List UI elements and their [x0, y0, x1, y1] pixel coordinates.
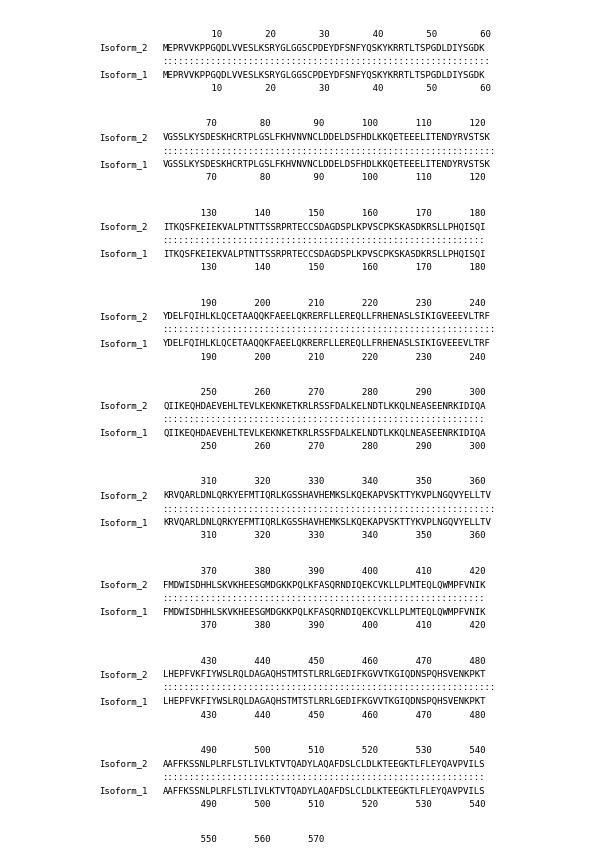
Text: FMDWISDHHLSKVKHEESGMDGKKPQLKFASQRNDIQEKCVKLLPLMTEQLQWMPFVNIK: FMDWISDHHLSKVKHEESGMDGKKPQLKFASQRNDIQEKC…: [163, 581, 485, 589]
Text: 70        80        90       100       110       120: 70 80 90 100 110 120: [163, 120, 485, 129]
Text: MEPRVVKPPGQDLVVESLKSRYGLGGSCPDEYDFSNFYQSKYKRRTLTSPGDLDIYSGDK: MEPRVVKPPGQDLVVESLKSRYGLGGSCPDEYDFSNFYQS…: [163, 43, 485, 53]
Text: 490       500       510       520       530       540: 490 500 510 520 530 540: [163, 800, 485, 809]
Text: Isoform_2: Isoform_2: [100, 760, 148, 768]
Text: AAFFKSSNLPLRFLSTLIVLKTVTQADYLAQAFDSLCLDLKTEEGKTLFLEYQAVPVILS: AAFFKSSNLPLRFLSTLIVLKTVTQADYLAQAFDSLCLDL…: [163, 786, 485, 795]
Text: ::::::::::::::::::::::::::::::::::::::::::::::::::::::::::::::: ::::::::::::::::::::::::::::::::::::::::…: [163, 505, 496, 514]
Text: ::::::::::::::::::::::::::::::::::::::::::::::::::::::::::::: ::::::::::::::::::::::::::::::::::::::::…: [163, 415, 485, 424]
Text: MEPRVVKPPGQDLVVESLKSRYGLGGSCPDEYDFSNFYQSKYKRRTLTSPGDLDIYSGDK: MEPRVVKPPGQDLVVESLKSRYGLGGSCPDEYDFSNFYQS…: [163, 70, 485, 80]
Text: 250       260       270       280       290       300: 250 260 270 280 290 300: [163, 442, 485, 451]
Text: 70        80        90       100       110       120: 70 80 90 100 110 120: [163, 174, 485, 182]
Text: LHEPFVKFIYWSLRQLDAGAQHSTMTSTLRRLGEDIFKGVVTKGIQDNSPQHSVENKPKT: LHEPFVKFIYWSLRQLDAGAQHSTMTSTLRRLGEDIFKGV…: [163, 697, 485, 706]
Text: ITKQSFKEIEKVALPTNTTSSRPRTECCSDAGDSPLKPVSCPKSKASDKRSLLPHQISQI: ITKQSFKEIEKVALPTNTTSSRPRTECCSDAGDSPLKPVS…: [163, 249, 485, 259]
Text: QIIKEQHDAEVEHLTEVLKEKNKETKRLRSSFDALKELNDTLKKQLNEASEENRKIDIQA: QIIKEQHDAEVEHLTEVLKEKNKETKRLRSSFDALKELND…: [163, 428, 485, 438]
Text: 10        20        30        40        50        60: 10 20 30 40 50 60: [163, 30, 491, 39]
Text: ::::::::::::::::::::::::::::::::::::::::::::::::::::::::::::: ::::::::::::::::::::::::::::::::::::::::…: [163, 236, 485, 245]
Text: Isoform_2: Isoform_2: [100, 133, 148, 142]
Text: VGSSLKYSDESKHCRTPLGSLFKHVNVNCLDDELDSFHDLKKQETEEELITENDYRVSTSK: VGSSLKYSDESKHCRTPLGSLFKHVNVNCLDDELDSFHDL…: [163, 133, 491, 142]
Text: AAFFKSSNLPLRFLSTLIVLKTVTQADYLAQAFDSLCLDLKTEEGKTLFLEYQAVPVILS: AAFFKSSNLPLRFLSTLIVLKTVTQADYLAQAFDSLCLDL…: [163, 760, 485, 768]
Text: Isoform_2: Isoform_2: [100, 222, 148, 232]
Text: Isoform_1: Isoform_1: [100, 249, 148, 259]
Text: Isoform_2: Isoform_2: [100, 491, 148, 500]
Text: Isoform_2: Isoform_2: [100, 670, 148, 679]
Text: 310       320       330       340       350       360: 310 320 330 340 350 360: [163, 532, 485, 540]
Text: 130       140       150       160       170       180: 130 140 150 160 170 180: [163, 263, 485, 272]
Text: Isoform_1: Isoform_1: [100, 518, 148, 527]
Text: QIIKEQHDAEVEHLTEVLKEKNKETKRLRSSFDALKELNDTLKKQLNEASEENRKIDIQA: QIIKEQHDAEVEHLTEVLKEKNKETKRLRSSFDALKELND…: [163, 401, 485, 410]
Text: 370       380       390       400       410       420: 370 380 390 400 410 420: [163, 621, 485, 630]
Text: 370       380       390       400       410       420: 370 380 390 400 410 420: [163, 567, 485, 576]
Text: 10        20        30        40        50        60: 10 20 30 40 50 60: [163, 84, 491, 93]
Text: Isoform_1: Isoform_1: [100, 339, 148, 348]
Text: Isoform_2: Isoform_2: [100, 401, 148, 410]
Text: Isoform_1: Isoform_1: [100, 160, 148, 169]
Text: Isoform_1: Isoform_1: [100, 697, 148, 706]
Text: ::::::::::::::::::::::::::::::::::::::::::::::::::::::::::::::: ::::::::::::::::::::::::::::::::::::::::…: [163, 326, 496, 334]
Text: 430       440       450       460       470       480: 430 440 450 460 470 480: [163, 711, 485, 719]
Text: Isoform_1: Isoform_1: [100, 786, 148, 795]
Text: 190       200       210       220       230       240: 190 200 210 220 230 240: [163, 298, 485, 308]
Text: 550       560       570: 550 560 570: [163, 835, 324, 845]
Text: FMDWISDHHLSKVKHEESGMDGKKPQLKFASQRNDIQEKCVKLLPLMTEQLQWMPFVNIK: FMDWISDHHLSKVKHEESGMDGKKPQLKFASQRNDIQEKC…: [163, 607, 485, 616]
Text: 490       500       510       520       530       540: 490 500 510 520 530 540: [163, 746, 485, 755]
Text: ::::::::::::::::::::::::::::::::::::::::::::::::::::::::::::::: ::::::::::::::::::::::::::::::::::::::::…: [163, 147, 496, 155]
Text: ITKQSFKEIEKVALPTNTTSSRPRTECCSDAGDSPLKPVSCPKSKASDKRSLLPHQISQI: ITKQSFKEIEKVALPTNTTSSRPRTECCSDAGDSPLKPVS…: [163, 222, 485, 232]
Text: LHEPFVKFIYWSLRQLDAGAQHSTMTSTLRRLGEDIFKGVVTKGIQDNSPQHSVENKPKT: LHEPFVKFIYWSLRQLDAGAQHSTMTSTLRRLGEDIFKGV…: [163, 670, 485, 679]
Text: Isoform_1: Isoform_1: [100, 428, 148, 438]
Text: ::::::::::::::::::::::::::::::::::::::::::::::::::::::::::::::: ::::::::::::::::::::::::::::::::::::::::…: [163, 683, 496, 693]
Text: Isoform_1: Isoform_1: [100, 70, 148, 80]
Text: ::::::::::::::::::::::::::::::::::::::::::::::::::::::::::::: ::::::::::::::::::::::::::::::::::::::::…: [163, 594, 485, 603]
Text: Isoform_2: Isoform_2: [100, 43, 148, 53]
Text: 250       260       270       280       290       300: 250 260 270 280 290 300: [163, 388, 485, 397]
Text: Isoform_2: Isoform_2: [100, 312, 148, 321]
Text: VGSSLKYSDESKHCRTPLGSLFKHVNVNCLDDELDSFHDLKKQETEEELITENDYRVSTSK: VGSSLKYSDESKHCRTPLGSLFKHVNVNCLDDELDSFHDL…: [163, 160, 491, 169]
Text: Isoform_2: Isoform_2: [100, 581, 148, 589]
Text: ::::::::::::::::::::::::::::::::::::::::::::::::::::::::::::: ::::::::::::::::::::::::::::::::::::::::…: [163, 773, 485, 782]
Text: 430       440       450       460       470       480: 430 440 450 460 470 480: [163, 656, 485, 666]
Text: 190       200       210       220       230       240: 190 200 210 220 230 240: [163, 353, 485, 361]
Text: 310       320       330       340       350       360: 310 320 330 340 350 360: [163, 477, 485, 487]
Text: YDELFQIHLKLQCETAAQQKFAEELQKRERFLLEREQLLFRHENASLSIKIGVEEEVLTRF: YDELFQIHLKLQCETAAQQKFAEELQKRERFLLEREQLLF…: [163, 312, 491, 321]
Text: KRVQARLDNLQRKYEFMTIQRLKGSSHAVHEMKSLKQEKAPVSKTTYKVPLNGQVYELLTV: KRVQARLDNLQRKYEFMTIQRLKGSSHAVHEMKSLKQEKA…: [163, 491, 491, 500]
Text: :::::::::::::::::::::::::::::::::::::::::::::::::::::::::::::: ::::::::::::::::::::::::::::::::::::::::…: [163, 57, 491, 66]
Text: 130       140       150       160       170       180: 130 140 150 160 170 180: [163, 209, 485, 218]
Text: YDELFQIHLKLQCETAAQQKFAEELQKRERFLLEREQLLFRHENASLSIKIGVEEEVLTRF: YDELFQIHLKLQCETAAQQKFAEELQKRERFLLEREQLLF…: [163, 339, 491, 348]
Text: Isoform_1: Isoform_1: [100, 607, 148, 616]
Text: KRVQARLDNLQRKYEFMTIQRLKGSSHAVHEMKSLKQEKAPVSKTTYKVPLNGQVYELLTV: KRVQARLDNLQRKYEFMTIQRLKGSSHAVHEMKSLKQEKA…: [163, 518, 491, 527]
